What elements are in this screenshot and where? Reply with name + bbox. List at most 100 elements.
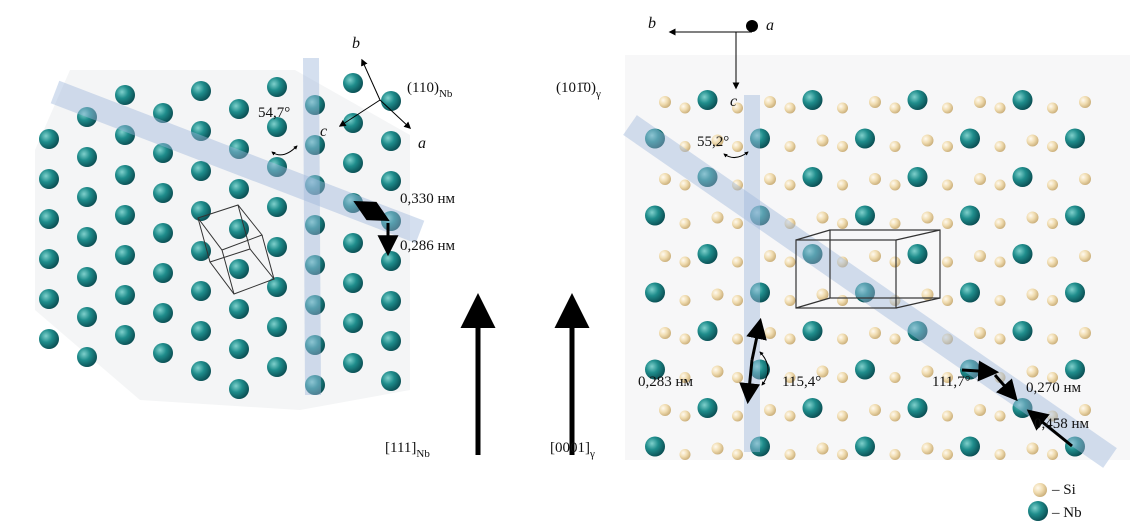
nb-atom — [1013, 321, 1033, 341]
si-atom — [1027, 443, 1039, 455]
si-atom — [1079, 250, 1091, 262]
nb-atom — [645, 283, 665, 303]
si-atom — [869, 327, 881, 339]
si-atom — [942, 180, 953, 191]
nb-atom — [153, 223, 173, 243]
legend-si-marker — [1033, 483, 1047, 497]
si-atom — [732, 141, 743, 152]
si-atom — [764, 173, 776, 185]
nb-atom — [153, 183, 173, 203]
nb-atom — [77, 267, 97, 287]
si-atom — [1079, 173, 1091, 185]
nb-atom — [698, 244, 718, 264]
si-atom — [712, 212, 724, 224]
si-atom — [837, 103, 848, 114]
si-atom — [922, 443, 934, 455]
nb-atom — [698, 321, 718, 341]
plane-label: (101̄0)γ — [556, 80, 601, 100]
nb-atom — [115, 165, 135, 185]
si-atom — [1047, 103, 1058, 114]
plane-band — [311, 58, 313, 395]
nb-atom — [908, 90, 928, 110]
si-atom — [659, 96, 671, 108]
si-atom — [995, 180, 1006, 191]
si-atom — [837, 180, 848, 191]
nb-atom — [803, 321, 823, 341]
si-atom — [680, 449, 691, 460]
axis-label: a — [766, 17, 774, 34]
nb-atom — [698, 90, 718, 110]
nb-atom — [77, 347, 97, 367]
nb-atom — [381, 171, 401, 191]
si-atom — [837, 141, 848, 152]
nb-atom — [39, 129, 59, 149]
si-atom — [942, 257, 953, 268]
si-atom — [869, 173, 881, 185]
nb-atom — [1013, 244, 1033, 264]
si-atom — [995, 334, 1006, 345]
nb-atom — [908, 244, 928, 264]
si-atom — [942, 449, 953, 460]
axis-label: a — [418, 135, 426, 152]
si-atom — [869, 404, 881, 416]
legend-label: – Nb — [1051, 505, 1082, 521]
distance-label: 0,330 нм — [400, 191, 456, 207]
si-atom — [680, 411, 691, 422]
legend-nb-marker — [1028, 501, 1048, 521]
plane-label: (110)Nb — [407, 80, 453, 100]
figure: b a c (110)Nb 54,7° 0,330 нм 0,286 нм [1… — [0, 0, 1145, 524]
si-atom — [1047, 257, 1058, 268]
si-atom — [785, 141, 796, 152]
nb-atom — [115, 85, 135, 105]
si-atom — [942, 295, 953, 306]
si-atom — [1027, 366, 1039, 378]
si-atom — [890, 257, 901, 268]
si-atom — [922, 289, 934, 301]
si-atom — [764, 96, 776, 108]
si-atom — [680, 295, 691, 306]
nb-atom — [191, 281, 211, 301]
nb-atom — [855, 129, 875, 149]
nb-atom — [803, 398, 823, 418]
nb-atom — [229, 259, 249, 279]
si-atom — [942, 411, 953, 422]
nb-atom — [960, 206, 980, 226]
nb-atom — [191, 361, 211, 381]
si-atom — [1047, 180, 1058, 191]
si-atom — [732, 257, 743, 268]
nb-atom — [698, 398, 718, 418]
si-atom — [995, 141, 1006, 152]
nb-atom — [381, 371, 401, 391]
si-atom — [680, 257, 691, 268]
axis-label: c — [730, 93, 737, 110]
nb-atom — [77, 227, 97, 247]
axis-label: b — [648, 15, 656, 32]
si-atom — [942, 218, 953, 229]
nb-atom — [645, 437, 665, 457]
nb-atom — [343, 353, 363, 373]
distance-label: 0,270 нм — [1026, 380, 1082, 396]
si-atom — [890, 180, 901, 191]
si-atom — [732, 295, 743, 306]
nb-atom — [343, 233, 363, 253]
si-atom — [1079, 96, 1091, 108]
si-atom — [785, 334, 796, 345]
si-atom — [974, 404, 986, 416]
si-atom — [890, 103, 901, 114]
si-atom — [890, 218, 901, 229]
nb-atom — [229, 339, 249, 359]
angle-label: 115,4° — [782, 374, 821, 390]
nb-atom — [381, 131, 401, 151]
si-atom — [1079, 404, 1091, 416]
si-atom — [712, 443, 724, 455]
si-atom — [995, 103, 1006, 114]
axis-a-dot — [746, 20, 758, 32]
si-atom — [680, 180, 691, 191]
nb-atom — [77, 307, 97, 327]
nb-atom — [191, 161, 211, 181]
si-atom — [890, 141, 901, 152]
si-atom — [942, 141, 953, 152]
si-atom — [732, 449, 743, 460]
si-atom — [1027, 289, 1039, 301]
si-atom — [837, 449, 848, 460]
